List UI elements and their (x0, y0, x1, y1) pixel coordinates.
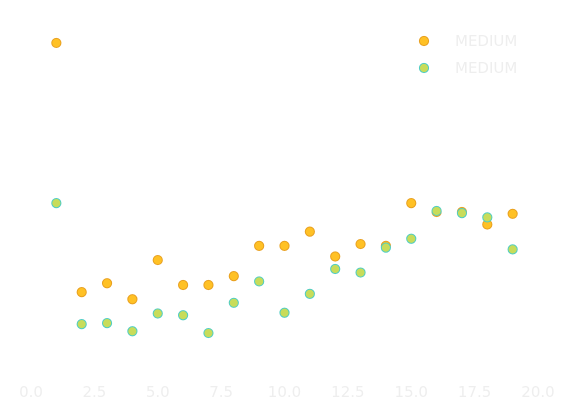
data-point (101, 278, 113, 289)
data-point (406, 233, 417, 244)
legend-label: MEDIUM (455, 32, 517, 50)
data-point (101, 317, 113, 329)
data-point (406, 198, 417, 209)
data-point (254, 240, 265, 251)
x-tick-label: 20.0 (521, 383, 554, 401)
x-tick-label: 10.0 (268, 383, 301, 401)
x-tick-label: 5.0 (146, 383, 170, 401)
x-tick-label: 0.0 (19, 383, 43, 401)
data-point (51, 37, 62, 49)
x-axis-ticks: 0.0 2.5 5.0 7.5 10.0 12.5 15.0 17.5 20.0 (19, 383, 555, 401)
legend: MEDIUM MEDIUM (418, 32, 517, 77)
data-point (178, 279, 189, 291)
data-point (228, 297, 239, 308)
legend-marker (418, 62, 430, 74)
data-point (76, 287, 87, 298)
x-tick-label: 2.5 (82, 383, 106, 401)
data-point (304, 226, 315, 237)
series-1 (51, 37, 518, 305)
data-point (507, 244, 518, 255)
data-point (127, 294, 138, 305)
data-point (330, 263, 341, 275)
data-point (127, 326, 138, 337)
data-point (279, 240, 290, 251)
data-point (152, 308, 163, 319)
x-tick-label: 12.5 (331, 383, 364, 401)
data-point (228, 271, 239, 282)
data-point (254, 276, 265, 287)
x-tick-label: 17.5 (458, 383, 491, 401)
x-tick-label: 7.5 (209, 383, 233, 401)
data-point (355, 267, 366, 278)
data-point (355, 238, 366, 250)
data-points (51, 37, 518, 339)
data-point (431, 205, 442, 217)
data-point (456, 207, 468, 219)
data-point (203, 279, 214, 291)
data-point (330, 251, 341, 262)
data-point (76, 319, 87, 330)
data-point (203, 327, 214, 339)
data-point (507, 208, 518, 219)
data-point (51, 198, 62, 209)
data-point (482, 212, 493, 223)
data-point (380, 242, 391, 253)
legend-marker (418, 35, 430, 47)
data-point (279, 307, 290, 318)
legend-label: MEDIUM (455, 59, 517, 77)
x-tick-label: 15.0 (395, 383, 428, 401)
series-2 (51, 198, 518, 339)
data-point (178, 310, 189, 321)
data-point (304, 288, 315, 299)
data-point (152, 254, 163, 266)
